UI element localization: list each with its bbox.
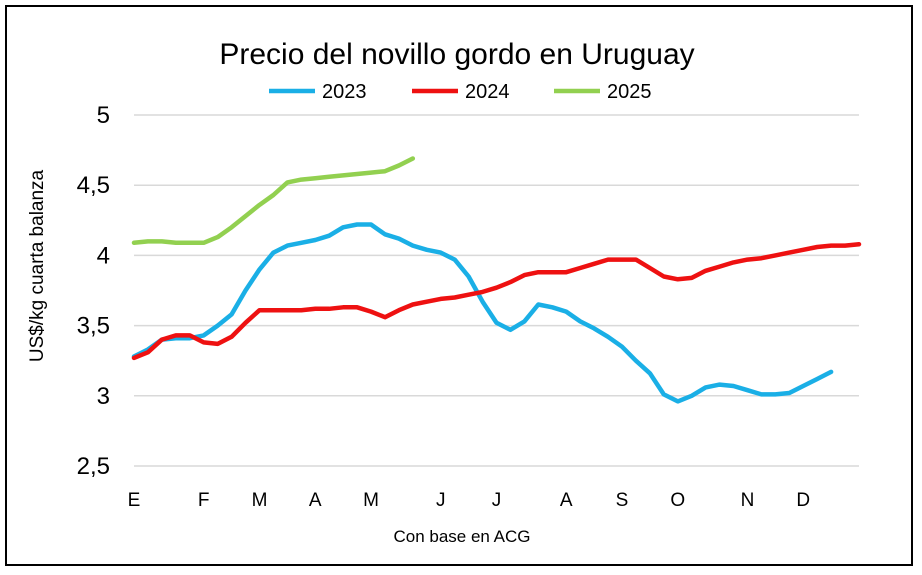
series-line-2024 — [131, 241, 862, 361]
legend-label-2024: 2024 — [465, 81, 510, 103]
series-lines — [131, 156, 862, 404]
x-tick-label: A — [560, 490, 573, 511]
y-tick-label: 4,5 — [77, 172, 110, 199]
grid-lines — [134, 114, 859, 467]
y-tick-label: 2,5 — [77, 453, 110, 480]
x-axis-label: Con base en ACG — [393, 527, 530, 546]
x-tick-label: O — [670, 490, 685, 511]
y-tick-label: 3 — [97, 383, 110, 410]
x-tick-label: M — [252, 490, 268, 511]
y-axis-ticks: 2,5 3 3,5 4 4,5 5 — [77, 102, 110, 480]
series-line-2025 — [131, 156, 416, 246]
legend: 2023 2024 2025 — [269, 81, 652, 103]
series-line-2023 — [131, 222, 834, 404]
legend-label-2025: 2025 — [607, 81, 652, 103]
x-tick-label: N — [741, 490, 755, 511]
x-tick-label: E — [128, 490, 141, 511]
line-chart: Precio del novillo gordo en Uruguay 2023… — [27, 38, 862, 546]
x-tick-label: S — [616, 490, 629, 511]
x-tick-label: D — [796, 490, 810, 511]
y-axis-label: US$/kg cuarta balanza — [27, 169, 48, 362]
chart-frame: Precio del novillo gordo en Uruguay 2023… — [5, 5, 913, 566]
chart-title: Precio del novillo gordo en Uruguay — [219, 38, 694, 71]
y-tick-label: 3,5 — [77, 313, 110, 340]
x-tick-label: F — [198, 490, 210, 511]
y-tick-label: 4 — [97, 242, 110, 269]
x-tick-label: A — [309, 490, 322, 511]
legend-label-2023: 2023 — [322, 81, 367, 103]
x-tick-label: M — [363, 490, 379, 511]
y-tick-label: 5 — [97, 102, 110, 129]
x-tick-label: J — [492, 490, 502, 511]
x-tick-label: J — [436, 490, 446, 511]
